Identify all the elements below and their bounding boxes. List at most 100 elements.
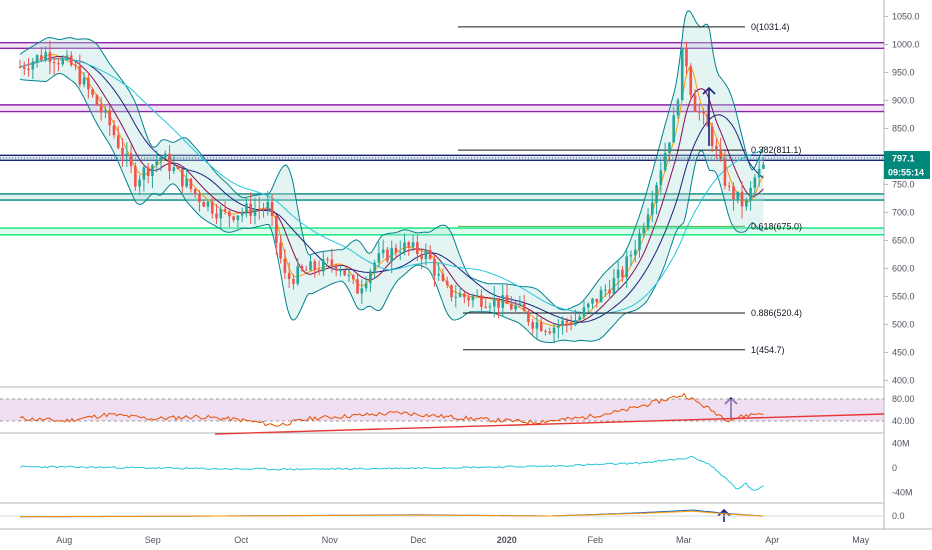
rsi-line <box>19 392 764 427</box>
candle-body <box>646 214 650 229</box>
candle-body <box>22 66 26 69</box>
candle-body <box>163 153 167 158</box>
candle-body <box>458 293 462 297</box>
candle-body <box>159 157 163 162</box>
volume-line <box>19 455 764 491</box>
candle-body <box>727 185 731 187</box>
candle-body <box>189 178 193 189</box>
band-lower <box>19 72 764 344</box>
candle-body <box>202 201 206 207</box>
time-tick-label: Nov <box>322 535 339 545</box>
candle-body <box>279 242 282 259</box>
candle-body <box>18 66 22 68</box>
candle-body <box>27 68 30 70</box>
candle-body <box>544 331 547 333</box>
price-tick-label: 450.0 <box>892 347 915 357</box>
candle-body <box>736 191 740 200</box>
candle-body <box>181 169 184 187</box>
candle-body <box>625 256 628 278</box>
candle-body <box>381 249 385 254</box>
price-axis[interactable]: 1050.01000.0950.0900.0850.0800.0750.0700… <box>884 11 920 385</box>
price-tick-label: 400.0 <box>892 375 915 385</box>
price-tick-label: 1000.0 <box>892 39 920 49</box>
candle-body <box>31 61 35 70</box>
candle-body <box>642 228 646 234</box>
candle-body <box>693 95 697 112</box>
candle-body <box>450 285 453 298</box>
candle-body <box>360 288 364 294</box>
candle-body <box>467 297 470 301</box>
volume-tick-label: 0 <box>892 463 897 473</box>
candle-body <box>578 316 581 321</box>
candle-body <box>257 208 261 210</box>
candle-body <box>612 278 616 294</box>
candle-body <box>621 269 624 278</box>
candle-body <box>219 209 223 219</box>
candle-body <box>574 320 577 325</box>
candle-body <box>518 303 522 306</box>
candle-body <box>403 242 406 252</box>
fib-label: 0.886(520.4) <box>751 308 802 318</box>
zone-fill <box>0 42 884 49</box>
candle-body <box>351 275 355 280</box>
price-tick-label: 650.0 <box>892 235 915 245</box>
time-tick-label: Dec <box>410 535 427 545</box>
candle-body <box>185 178 188 187</box>
candle-body <box>604 289 607 291</box>
candle-body <box>676 100 680 116</box>
candle-body <box>377 253 381 263</box>
countdown-box <box>884 165 930 180</box>
candle-body <box>292 278 295 284</box>
candle-body <box>689 66 693 96</box>
candle-body <box>445 280 449 286</box>
candle-body <box>151 165 154 177</box>
candle-body <box>586 303 590 308</box>
price-tick-label: 850.0 <box>892 123 915 133</box>
candle-body <box>146 167 150 177</box>
candle-body <box>304 269 308 271</box>
candle-body <box>719 148 722 159</box>
fibonacci-levels: 0(1031.4) 0.382(811.1) 0.618(675.0) 0.886(5… <box>458 22 802 355</box>
candle-body <box>492 297 496 307</box>
time-axis[interactable]: Aug Sep Oct Nov Dec 2020 Feb Mar Apr May <box>56 535 870 545</box>
volume-tick-label: -40M <box>892 488 913 498</box>
price-tick-label: 550.0 <box>892 291 915 301</box>
candle-body <box>522 303 526 312</box>
candle-body <box>95 95 99 106</box>
candle-body <box>240 212 244 216</box>
candle-body <box>334 265 338 271</box>
candle-body <box>480 295 483 307</box>
candle-body <box>685 48 688 67</box>
candle-body <box>740 191 744 207</box>
candle-body <box>548 331 552 334</box>
candle-body <box>651 202 654 215</box>
candle-body <box>514 305 517 310</box>
rsi-band <box>0 399 884 421</box>
candle-body <box>343 269 347 276</box>
candle-body <box>386 249 389 262</box>
candle-body <box>176 167 180 170</box>
candle-body <box>35 55 39 62</box>
fib-label: 0(1031.4) <box>751 22 790 32</box>
candle-body <box>330 259 334 266</box>
candle-body <box>433 258 436 276</box>
rsi-tick-label: 80.00 <box>892 394 915 404</box>
candle-body <box>40 55 43 60</box>
candle-body <box>475 295 479 297</box>
candle-body <box>228 211 231 217</box>
candle-body <box>616 269 620 279</box>
candle-body <box>262 208 265 210</box>
candle-body <box>61 58 65 65</box>
candle-body <box>535 322 539 329</box>
candle-body <box>283 258 287 273</box>
band-upper <box>19 10 764 311</box>
price-tick-label: 500.0 <box>892 319 915 329</box>
candle-body <box>437 273 440 276</box>
candle-body <box>501 295 505 308</box>
candle-body <box>99 105 103 113</box>
candle-body <box>138 179 141 187</box>
zone-fill <box>0 228 884 235</box>
fib-label: 1(454.7) <box>751 345 785 355</box>
time-tick-label: May <box>852 535 870 545</box>
price-tick-label: 1050.0 <box>892 11 920 21</box>
